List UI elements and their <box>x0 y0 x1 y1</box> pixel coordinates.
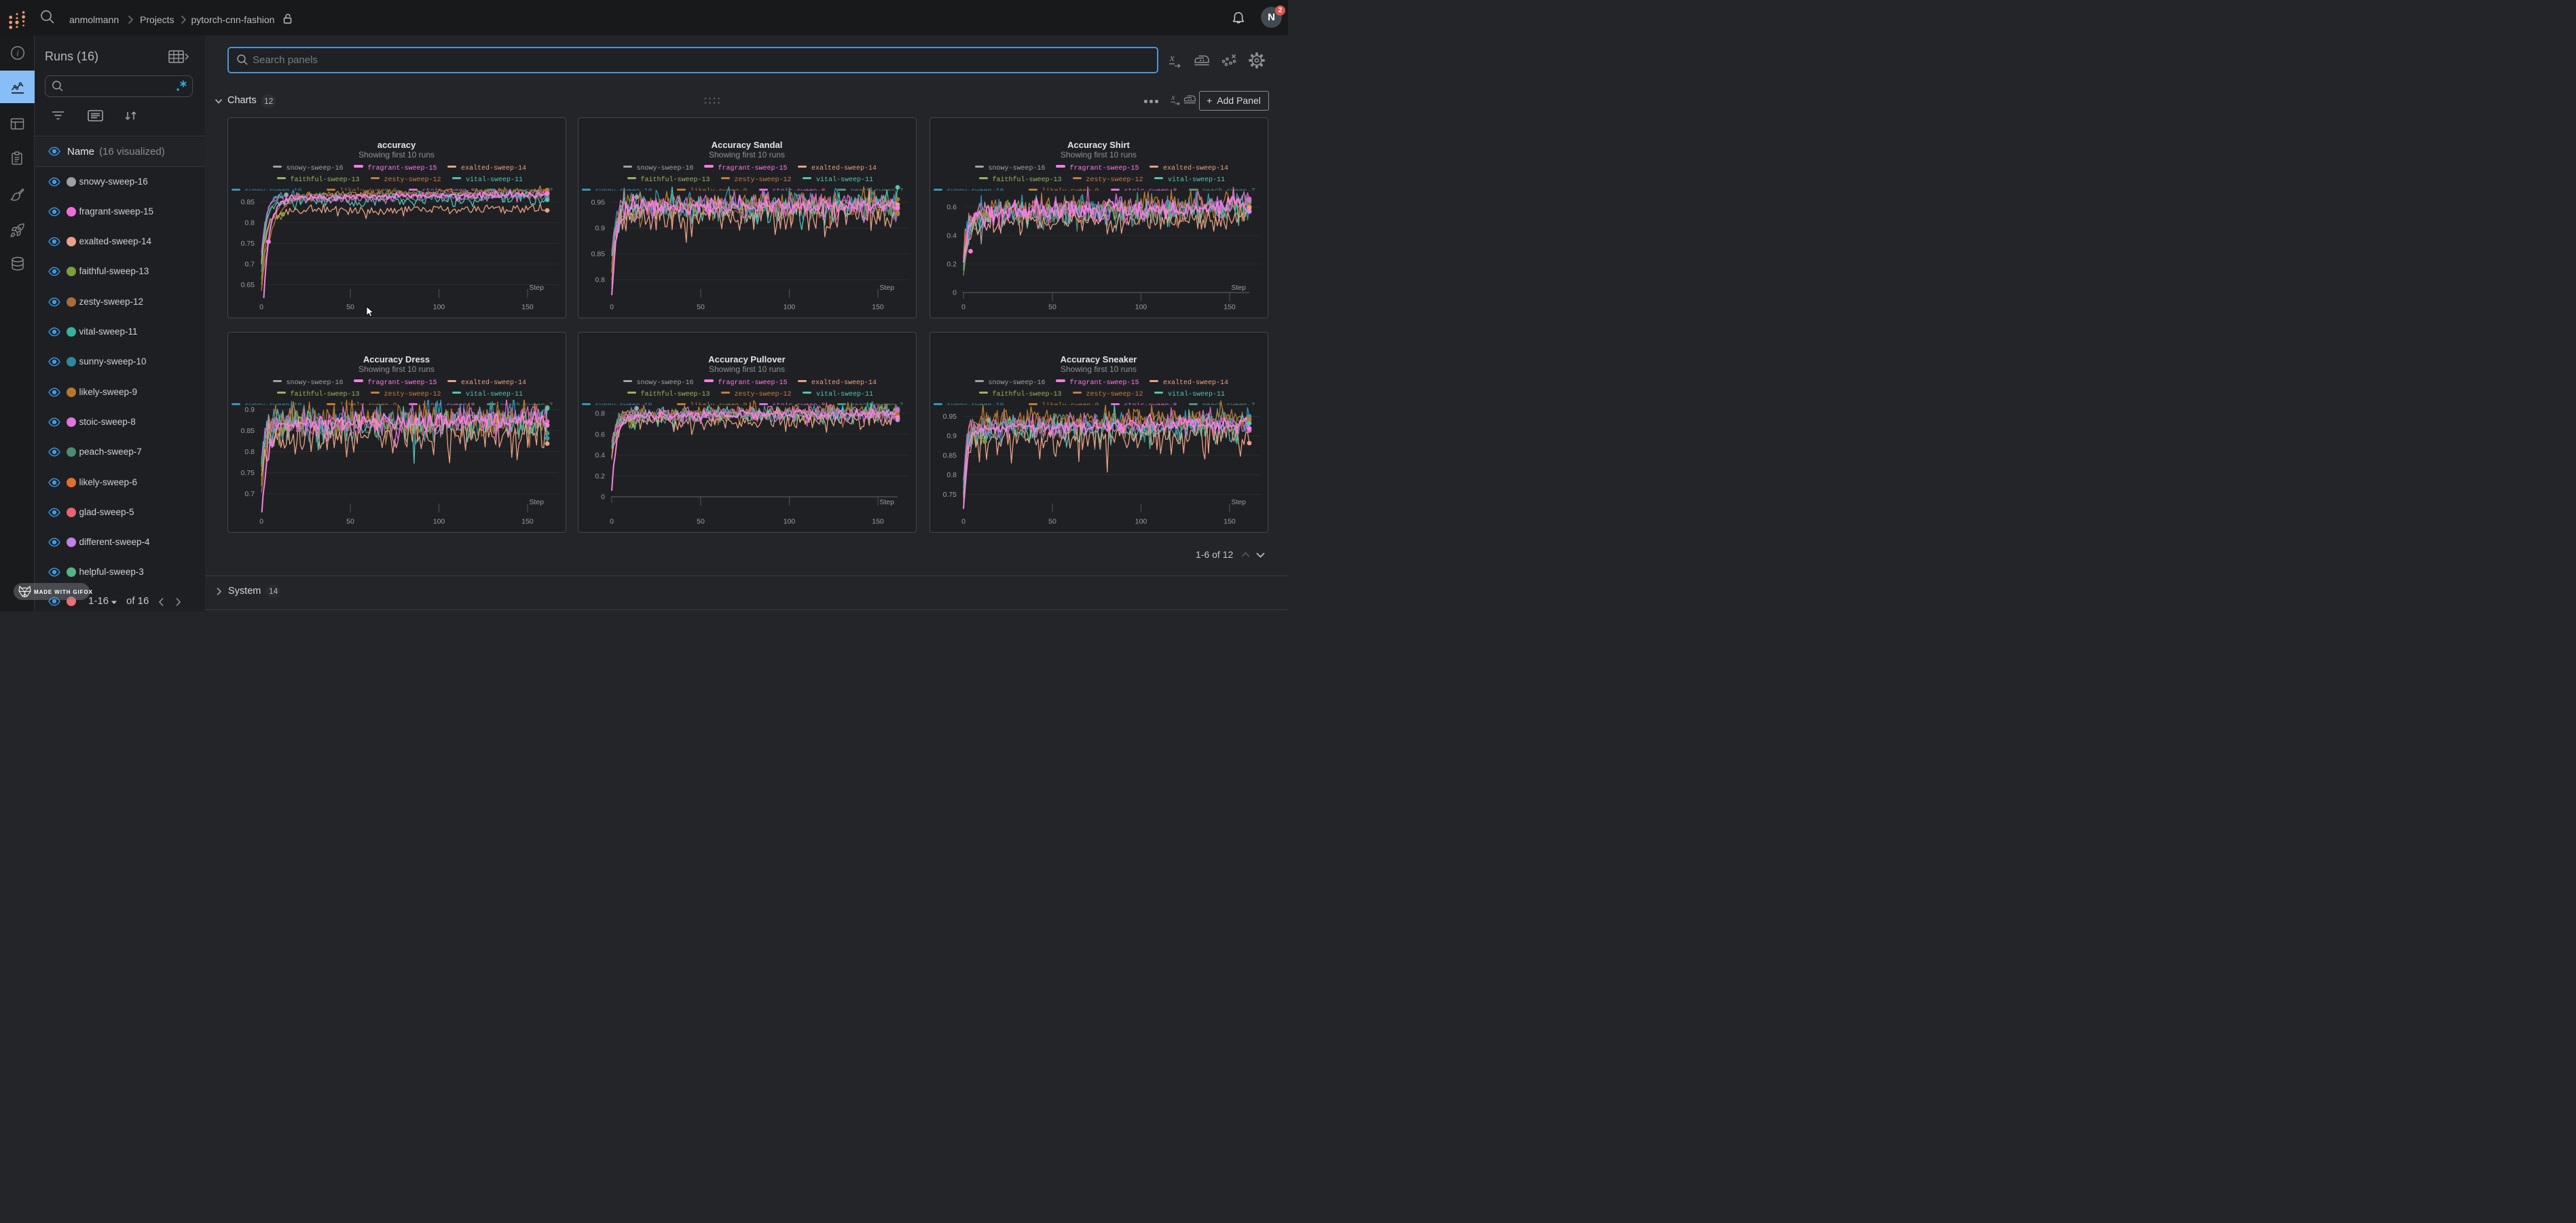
svg-text:150: 150 <box>1223 303 1236 311</box>
svg-text:100: 100 <box>1135 517 1147 525</box>
svg-text:0.85: 0.85 <box>240 198 255 206</box>
svg-text:i: i <box>16 48 19 58</box>
svg-text:0.85: 0.85 <box>240 427 255 435</box>
svg-text:0.8: 0.8 <box>244 448 255 456</box>
svg-text:150: 150 <box>521 517 534 525</box>
svg-text:50: 50 <box>697 517 705 525</box>
svg-text:0.95: 0.95 <box>591 198 605 206</box>
svg-text:Step: Step <box>1231 284 1246 292</box>
svg-text:0.9: 0.9 <box>946 432 957 440</box>
svg-text:0.8: 0.8 <box>946 471 957 479</box>
svg-text:Step: Step <box>879 284 894 292</box>
svg-text:Step: Step <box>529 284 544 292</box>
svg-text:0.8: 0.8 <box>595 409 605 417</box>
svg-text:150: 150 <box>872 303 884 311</box>
svg-text:50: 50 <box>346 303 354 311</box>
svg-text:0.8: 0.8 <box>244 219 255 227</box>
svg-text:0.75: 0.75 <box>240 240 255 248</box>
svg-text:0: 0 <box>601 493 605 501</box>
svg-text:0.2: 0.2 <box>595 472 605 480</box>
svg-text:50: 50 <box>1048 517 1056 525</box>
svg-text:100: 100 <box>783 517 795 525</box>
svg-text:Step: Step <box>1231 498 1246 506</box>
svg-text:100: 100 <box>433 517 445 525</box>
svg-text:50: 50 <box>346 517 354 525</box>
svg-text:0.4: 0.4 <box>595 451 605 459</box>
svg-text:Step: Step <box>529 498 544 506</box>
svg-text:0.9: 0.9 <box>244 406 255 414</box>
svg-text:0.6: 0.6 <box>946 203 957 211</box>
svg-text:0: 0 <box>610 303 614 311</box>
svg-text:x: x <box>1169 53 1175 64</box>
svg-text:150: 150 <box>872 517 884 525</box>
svg-text:0.95: 0.95 <box>942 413 957 421</box>
svg-text:0: 0 <box>953 288 957 297</box>
svg-text:0.75: 0.75 <box>942 491 957 499</box>
svg-text:0: 0 <box>259 517 263 525</box>
svg-text:0.6: 0.6 <box>595 430 605 438</box>
svg-text:100: 100 <box>783 303 795 311</box>
svg-text:0.9: 0.9 <box>595 224 605 232</box>
svg-text:0.2: 0.2 <box>946 260 957 268</box>
svg-text:0.85: 0.85 <box>942 451 957 459</box>
svg-text:0: 0 <box>610 517 614 525</box>
svg-text:0.65: 0.65 <box>240 281 255 289</box>
svg-text:0: 0 <box>961 303 965 311</box>
svg-text:0.75: 0.75 <box>240 469 255 477</box>
svg-text:0.7: 0.7 <box>244 260 255 268</box>
svg-text:0.8: 0.8 <box>595 276 605 284</box>
svg-text:0: 0 <box>961 517 965 525</box>
svg-text:50: 50 <box>697 303 705 311</box>
svg-text:x: x <box>1171 92 1175 102</box>
svg-text:100: 100 <box>1135 303 1147 311</box>
svg-text:0.85: 0.85 <box>591 250 605 258</box>
svg-text:0: 0 <box>259 303 263 311</box>
svg-text:100: 100 <box>433 303 445 311</box>
svg-text:50: 50 <box>1048 303 1056 311</box>
svg-text:150: 150 <box>521 303 534 311</box>
svg-text:Step: Step <box>879 498 894 506</box>
svg-text:0.7: 0.7 <box>244 490 255 498</box>
svg-text:0.4: 0.4 <box>946 231 957 240</box>
svg-text:150: 150 <box>1223 517 1236 525</box>
